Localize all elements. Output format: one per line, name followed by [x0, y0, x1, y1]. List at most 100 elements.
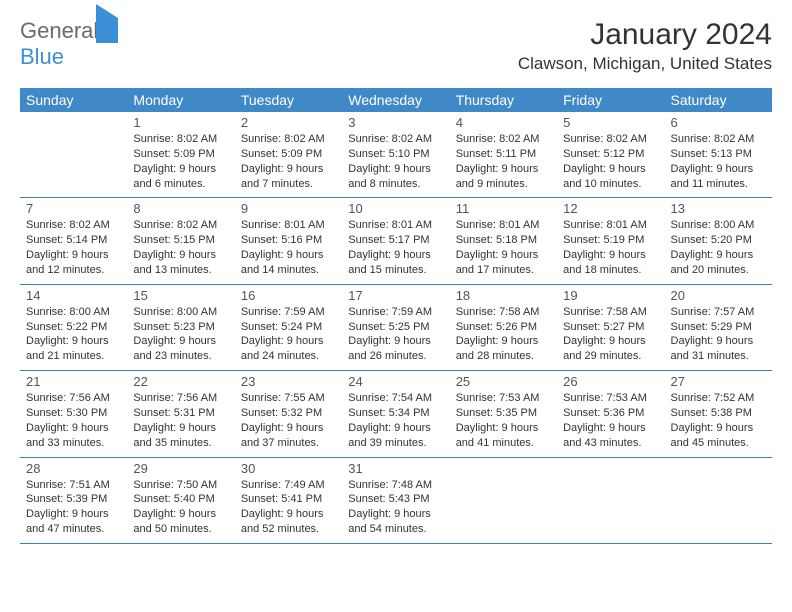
day-number: 10: [348, 201, 443, 216]
calendar-day-cell: 31Sunrise: 7:48 AMSunset: 5:43 PMDayligh…: [342, 457, 449, 543]
day-number: 5: [563, 115, 658, 130]
calendar-table: SundayMondayTuesdayWednesdayThursdayFrid…: [20, 88, 772, 544]
day-info: Sunrise: 7:50 AMSunset: 5:40 PMDaylight:…: [133, 478, 228, 537]
day-info: Sunrise: 8:02 AMSunset: 5:12 PMDaylight:…: [563, 132, 658, 191]
day-number: 18: [456, 288, 551, 303]
month-title: January 2024: [518, 18, 772, 52]
calendar-day-cell: 21Sunrise: 7:56 AMSunset: 5:30 PMDayligh…: [20, 371, 127, 457]
calendar-day-cell: 10 Sunrise: 8:01 AMSunset: 5:17 PMDayligh…: [342, 198, 449, 284]
title-block: January 2024 Clawson, Michigan, United S…: [518, 18, 772, 74]
calendar-day-cell: 12 Sunrise: 8:01 AMSunset: 5:19 PMDayligh…: [557, 198, 664, 284]
calendar-day-cell: 29 Sunrise: 7:50 AMSunset: 5:40 PMDayligh…: [127, 457, 234, 543]
day-number: 4: [456, 115, 551, 130]
calendar-day-cell: [450, 457, 557, 543]
calendar-week-row: 21Sunrise: 7:56 AMSunset: 5:30 PMDayligh…: [20, 371, 772, 457]
calendar-body: 1 Sunrise: 8:02 AMSunset: 5:09 PMDaylight…: [20, 112, 772, 543]
logo: General Blue: [20, 18, 118, 70]
logo-text-part1: General: [20, 18, 98, 43]
calendar-week-row: 7Sunrise: 8:02 AMSunset: 5:14 PMDaylight…: [20, 198, 772, 284]
calendar-day-cell: 16 Sunrise: 7:59 AMSunset: 5:24 PMDayligh…: [235, 284, 342, 370]
day-number: 28: [26, 461, 121, 476]
calendar-day-cell: [20, 112, 127, 198]
day-number: 27: [671, 374, 766, 389]
day-number: 25: [456, 374, 551, 389]
calendar-day-cell: 4 Sunrise: 8:02 AMSunset: 5:11 PMDaylight…: [450, 112, 557, 198]
day-number: 2: [241, 115, 336, 130]
day-number: 16: [241, 288, 336, 303]
day-number: 29: [133, 461, 228, 476]
day-info: Sunrise: 8:02 AMSunset: 5:13 PMDaylight:…: [671, 132, 766, 191]
calendar-day-cell: 15 Sunrise: 8:00 AMSunset: 5:23 PMDayligh…: [127, 284, 234, 370]
location-label: Clawson, Michigan, United States: [518, 54, 772, 74]
day-number: 15: [133, 288, 228, 303]
calendar-day-cell: 5 Sunrise: 8:02 AMSunset: 5:12 PMDaylight…: [557, 112, 664, 198]
calendar-day-cell: 22 Sunrise: 7:56 AMSunset: 5:31 PMDayligh…: [127, 371, 234, 457]
calendar-day-cell: 13 Sunrise: 8:00 AMSunset: 5:20 PMDayligh…: [665, 198, 772, 284]
calendar-day-cell: 8Sunrise: 8:02 AMSunset: 5:15 PMDaylight…: [127, 198, 234, 284]
day-number: 11: [456, 201, 551, 216]
day-number: 3: [348, 115, 443, 130]
day-number: 12: [563, 201, 658, 216]
page-header: General Blue January 2024 Clawson, Michi…: [20, 18, 772, 74]
day-header: Saturday: [665, 88, 772, 112]
day-info: Sunrise: 7:59 AMSunset: 5:24 PMDaylight:…: [241, 305, 336, 364]
day-number: 17: [348, 288, 443, 303]
calendar-day-cell: 27Sunrise: 7:52 AMSunset: 5:38 PMDayligh…: [665, 371, 772, 457]
calendar-day-cell: [665, 457, 772, 543]
day-info: Sunrise: 7:53 AMSunset: 5:36 PMDaylight:…: [563, 391, 658, 450]
day-info: Sunrise: 7:58 AMSunset: 5:26 PMDaylight:…: [456, 305, 551, 364]
day-info: Sunrise: 8:01 AMSunset: 5:17 PMDaylight:…: [348, 218, 443, 277]
day-header: Friday: [557, 88, 664, 112]
day-info: Sunrise: 7:59 AMSunset: 5:25 PMDaylight:…: [348, 305, 443, 364]
day-info: Sunrise: 7:54 AMSunset: 5:34 PMDaylight:…: [348, 391, 443, 450]
day-number: 19: [563, 288, 658, 303]
day-number: 7: [26, 201, 121, 216]
day-number: 22: [133, 374, 228, 389]
calendar-day-cell: 26 Sunrise: 7:53 AMSunset: 5:36 PMDayligh…: [557, 371, 664, 457]
day-info: Sunrise: 8:02 AMSunset: 5:11 PMDaylight:…: [456, 132, 551, 191]
logo-triangle-icon: [96, 4, 118, 43]
calendar-day-cell: 23Sunrise: 7:55 AMSunset: 5:32 PMDayligh…: [235, 371, 342, 457]
day-header: Wednesday: [342, 88, 449, 112]
calendar-day-cell: 25 Sunrise: 7:53 AMSunset: 5:35 PMDayligh…: [450, 371, 557, 457]
calendar-day-cell: 18 Sunrise: 7:58 AMSunset: 5:26 PMDayligh…: [450, 284, 557, 370]
day-info: Sunrise: 8:02 AMSunset: 5:10 PMDaylight:…: [348, 132, 443, 191]
day-number: 8: [133, 201, 228, 216]
day-info: Sunrise: 8:02 AMSunset: 5:09 PMDaylight:…: [133, 132, 228, 191]
day-info: Sunrise: 8:02 AMSunset: 5:09 PMDaylight:…: [241, 132, 336, 191]
day-number: 13: [671, 201, 766, 216]
day-number: 20: [671, 288, 766, 303]
day-info: Sunrise: 8:00 AMSunset: 5:22 PMDaylight:…: [26, 305, 121, 364]
day-number: 24: [348, 374, 443, 389]
day-header: Monday: [127, 88, 234, 112]
calendar-day-cell: 17 Sunrise: 7:59 AMSunset: 5:25 PMDayligh…: [342, 284, 449, 370]
day-number: 31: [348, 461, 443, 476]
calendar-day-cell: 20Sunrise: 7:57 AMSunset: 5:29 PMDayligh…: [665, 284, 772, 370]
day-number: 26: [563, 374, 658, 389]
day-info: Sunrise: 8:01 AMSunset: 5:18 PMDaylight:…: [456, 218, 551, 277]
day-number: 21: [26, 374, 121, 389]
calendar-day-cell: 9Sunrise: 8:01 AMSunset: 5:16 PMDaylight…: [235, 198, 342, 284]
day-info: Sunrise: 7:56 AMSunset: 5:31 PMDaylight:…: [133, 391, 228, 450]
day-header: Sunday: [20, 88, 127, 112]
day-number: 14: [26, 288, 121, 303]
day-info: Sunrise: 7:53 AMSunset: 5:35 PMDaylight:…: [456, 391, 551, 450]
logo-text-part2: Blue: [20, 44, 64, 69]
day-info: Sunrise: 8:01 AMSunset: 5:19 PMDaylight:…: [563, 218, 658, 277]
calendar-week-row: 1 Sunrise: 8:02 AMSunset: 5:09 PMDaylight…: [20, 112, 772, 198]
calendar-day-cell: 14 Sunrise: 8:00 AMSunset: 5:22 PMDayligh…: [20, 284, 127, 370]
calendar-week-row: 28 Sunrise: 7:51 AMSunset: 5:39 PMDayligh…: [20, 457, 772, 543]
day-number: 1: [133, 115, 228, 130]
day-number: 9: [241, 201, 336, 216]
day-info: Sunrise: 7:58 AMSunset: 5:27 PMDaylight:…: [563, 305, 658, 364]
day-number: 30: [241, 461, 336, 476]
day-info: Sunrise: 8:00 AMSunset: 5:20 PMDaylight:…: [671, 218, 766, 277]
day-header: Tuesday: [235, 88, 342, 112]
day-number: 6: [671, 115, 766, 130]
day-info: Sunrise: 8:00 AMSunset: 5:23 PMDaylight:…: [133, 305, 228, 364]
calendar-day-cell: 1 Sunrise: 8:02 AMSunset: 5:09 PMDaylight…: [127, 112, 234, 198]
day-info: Sunrise: 7:51 AMSunset: 5:39 PMDaylight:…: [26, 478, 121, 537]
calendar-day-cell: 7Sunrise: 8:02 AMSunset: 5:14 PMDaylight…: [20, 198, 127, 284]
calendar-day-cell: 3 Sunrise: 8:02 AMSunset: 5:10 PMDaylight…: [342, 112, 449, 198]
calendar-day-cell: 30Sunrise: 7:49 AMSunset: 5:41 PMDayligh…: [235, 457, 342, 543]
